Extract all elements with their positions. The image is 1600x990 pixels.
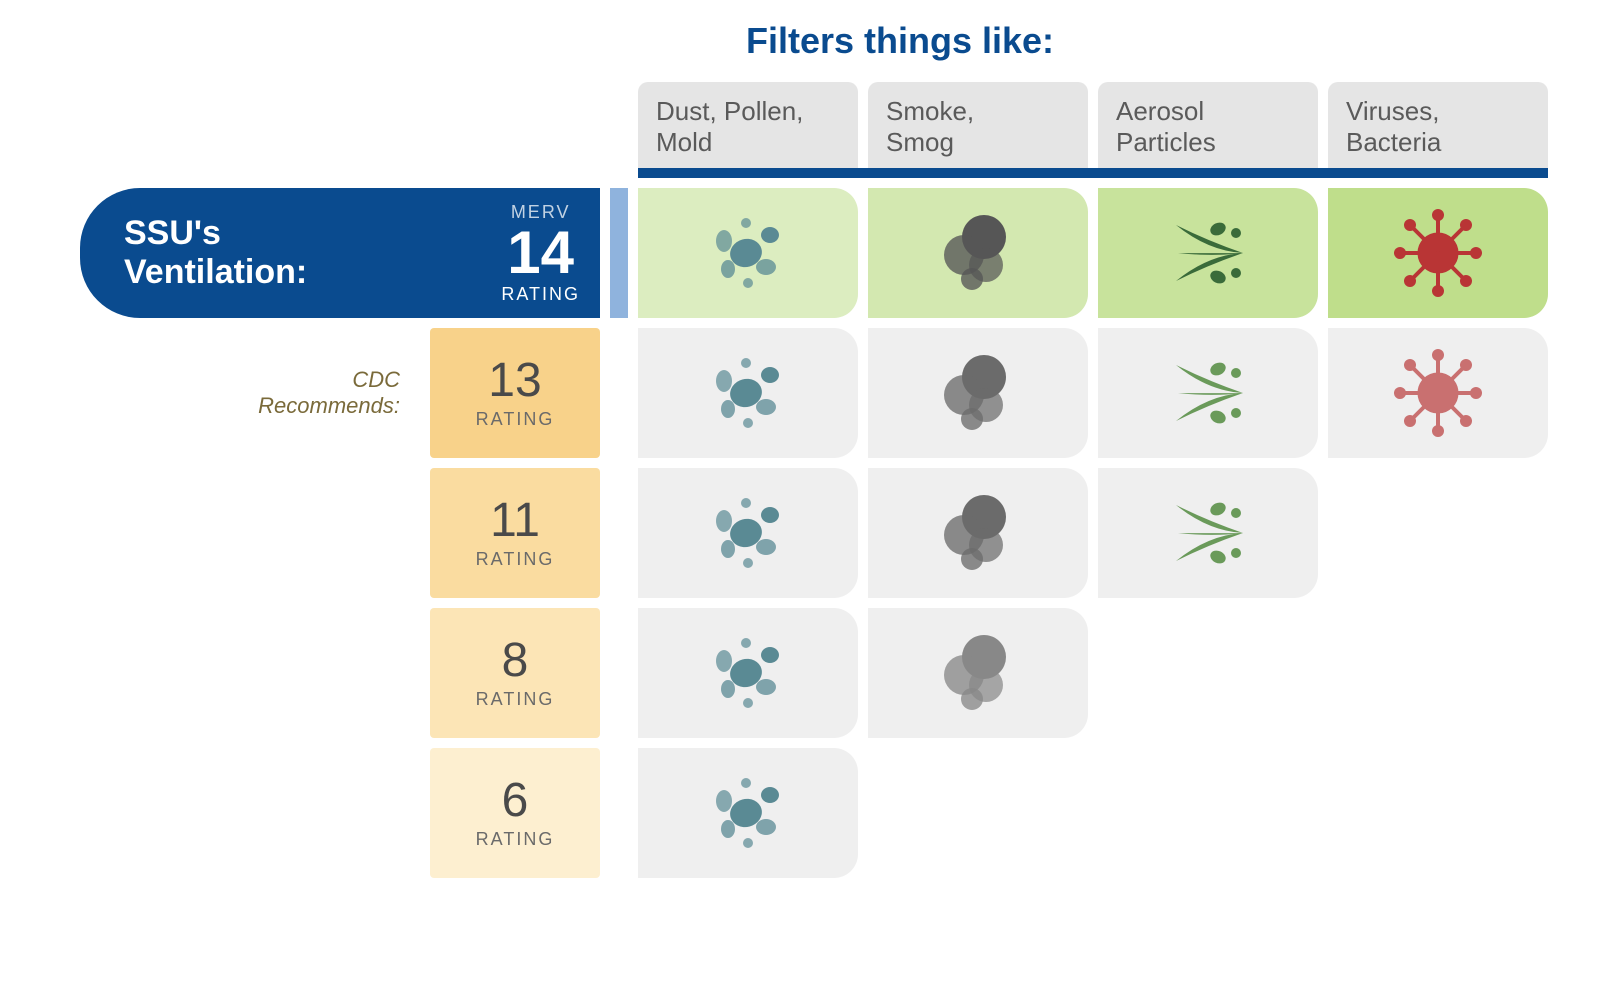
row-11-cell-0: [638, 468, 858, 598]
ssu-accent-strip: [610, 188, 628, 318]
rating-6-number: 6: [502, 777, 529, 825]
row-6-cell-0: [638, 748, 858, 878]
row-11-cell-1: [868, 468, 1088, 598]
rating-8-word: RATING: [476, 689, 555, 710]
dust-icon: [698, 483, 798, 583]
rating-8-number: 8: [502, 637, 529, 685]
row-8-cell-0: [638, 608, 858, 738]
chart-title: Filters things like:: [80, 20, 1520, 62]
merv-rating-word: RATING: [501, 285, 580, 303]
ssu-cell-3: [1328, 188, 1548, 318]
row-13-cell-1: [868, 328, 1088, 458]
smoke-icon: [928, 203, 1028, 303]
row-11-cell-2: [1098, 468, 1318, 598]
row-13-cell-2: [1098, 328, 1318, 458]
aerosol-icon: [1158, 343, 1258, 443]
rating-11-cell: 11 RATING: [430, 468, 600, 598]
ssu-cell-1: [868, 188, 1088, 318]
row-13-cell-3: [1328, 328, 1548, 458]
dust-icon: [698, 343, 798, 443]
rating-6-cell: 6 RATING: [430, 748, 600, 878]
merv-number: 14: [501, 223, 580, 283]
column-header-2: AerosolParticles: [1098, 82, 1318, 168]
column-header-3: Viruses,Bacteria: [1328, 82, 1548, 168]
column-header-1: Smoke,Smog: [868, 82, 1088, 168]
aerosol-icon: [1158, 483, 1258, 583]
dust-icon: [698, 763, 798, 863]
merv-label: MERV: [501, 203, 580, 221]
smoke-icon: [928, 623, 1028, 723]
virus-icon: [1388, 203, 1488, 303]
dust-icon: [698, 203, 798, 303]
dust-icon: [698, 623, 798, 723]
row-13-cell-0: [638, 328, 858, 458]
virus-icon: [1388, 343, 1488, 443]
rating-8-cell: 8 RATING: [430, 608, 600, 738]
rating-13-word: RATING: [476, 409, 555, 430]
ssu-cell-2: [1098, 188, 1318, 318]
rating-11-word: RATING: [476, 549, 555, 570]
cdc-recommends-label: CDCRecommends:: [80, 328, 420, 458]
smoke-icon: [928, 343, 1028, 443]
ssu-row-label: SSU'sVentilation: MERV 14 RATING: [80, 188, 600, 318]
rating-13-number: 13: [488, 357, 541, 405]
row-8-cell-1: [868, 608, 1088, 738]
aerosol-icon: [1158, 203, 1258, 303]
rating-13-cell: 13 RATING: [430, 328, 600, 458]
ssu-cell-0: [638, 188, 858, 318]
header-bar: [638, 168, 1548, 178]
rating-11-number: 11: [490, 497, 540, 545]
rating-6-word: RATING: [476, 829, 555, 850]
column-header-0: Dust, Pollen,Mold: [638, 82, 858, 168]
smoke-icon: [928, 483, 1028, 583]
